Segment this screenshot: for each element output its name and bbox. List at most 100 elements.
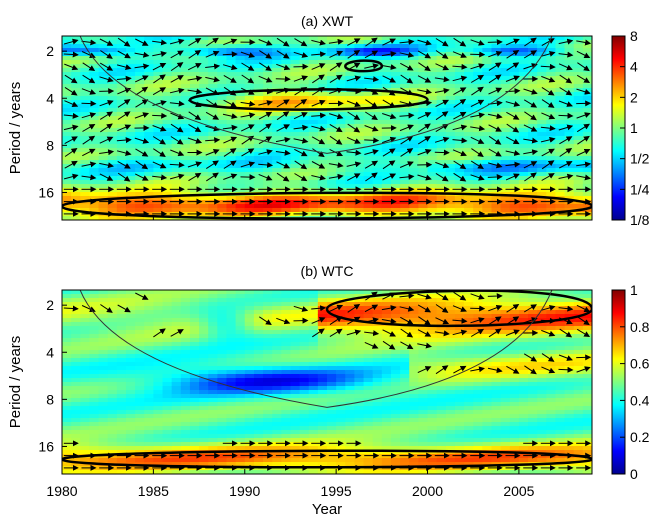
heatmap-cell xyxy=(372,72,383,77)
heatmap-cell xyxy=(345,310,356,315)
heatmap-cell xyxy=(582,60,592,65)
heatmap-cell xyxy=(144,446,154,451)
heatmap-cell xyxy=(354,450,365,455)
heatmap-cell xyxy=(98,406,109,411)
heatmap-cell xyxy=(327,294,337,299)
heatmap-cell xyxy=(217,48,228,53)
heatmap-cell xyxy=(418,386,429,391)
heatmap-cell xyxy=(263,310,273,315)
heatmap-cell xyxy=(125,108,136,113)
heatmap-cell xyxy=(345,184,356,189)
heatmap-cell xyxy=(171,60,182,65)
heatmap-cell xyxy=(290,48,301,53)
heatmap-cell xyxy=(135,362,145,367)
heatmap-cell xyxy=(253,180,264,185)
heatmap-cell xyxy=(345,434,356,439)
heatmap-cell xyxy=(327,76,337,81)
heatmap-cell xyxy=(308,298,319,303)
heatmap-cell xyxy=(308,104,319,109)
heatmap-cell xyxy=(290,290,301,295)
heatmap-cell xyxy=(372,430,383,435)
heatmap-cell xyxy=(290,454,301,459)
heatmap-cell xyxy=(71,36,81,41)
heatmap-cell xyxy=(263,458,273,463)
heatmap-cell xyxy=(400,358,410,363)
heatmap-cell xyxy=(290,184,301,189)
heatmap-cell xyxy=(409,40,419,45)
heatmap-cell xyxy=(390,176,401,181)
heatmap-cell xyxy=(381,68,392,73)
heatmap-cell xyxy=(299,44,310,49)
heatmap-cell xyxy=(400,128,410,133)
heatmap-cell xyxy=(153,76,164,81)
heatmap-cell xyxy=(290,52,301,57)
heatmap-cell xyxy=(464,188,474,193)
heatmap-cell xyxy=(400,96,410,101)
phase-arrow xyxy=(346,75,362,82)
heatmap-cell xyxy=(89,346,100,351)
heatmap-cell xyxy=(345,204,356,209)
heatmap-cell xyxy=(372,374,383,379)
heatmap-cell xyxy=(189,96,200,101)
heatmap-cell xyxy=(80,394,91,399)
heatmap-cell xyxy=(263,382,273,387)
heatmap-cell xyxy=(180,406,191,411)
heatmap-cell xyxy=(89,446,100,451)
heatmap-cell xyxy=(244,378,255,383)
heatmap-cell xyxy=(80,48,91,53)
heatmap-cell xyxy=(418,124,429,129)
heatmap-cell xyxy=(573,56,584,61)
heatmap-cell xyxy=(299,84,310,89)
heatmap-cell xyxy=(208,294,218,299)
heatmap-cell xyxy=(390,314,401,319)
heatmap-cell xyxy=(135,306,145,311)
heatmap-cell xyxy=(162,120,173,125)
heatmap-cell xyxy=(281,334,292,339)
heatmap-cell xyxy=(381,184,392,189)
heatmap-cell xyxy=(372,342,383,347)
heatmap-cell xyxy=(180,326,191,331)
heatmap-cell xyxy=(491,36,502,41)
heatmap-cell xyxy=(98,418,109,423)
heatmap-cell xyxy=(555,144,566,149)
phase-arrow xyxy=(134,63,150,70)
heatmap-cell xyxy=(390,378,401,383)
heatmap-cell xyxy=(454,104,465,109)
heatmap-cell xyxy=(272,310,282,315)
heatmap-cell xyxy=(135,382,145,387)
heatmap-cell xyxy=(217,410,228,415)
heatmap-cell xyxy=(235,56,246,61)
heatmap-cell xyxy=(464,92,474,97)
heatmap-cell xyxy=(418,314,429,319)
heatmap-cell xyxy=(299,346,310,351)
phase-arrow xyxy=(276,37,290,47)
heatmap-cell xyxy=(336,426,346,431)
heatmap-cell xyxy=(272,346,282,351)
heatmap-cell xyxy=(116,442,127,447)
heatmap-cell xyxy=(537,40,547,45)
heatmap-cell xyxy=(427,96,438,101)
heatmap-cell xyxy=(263,208,273,213)
heatmap-cell xyxy=(71,216,81,220)
heatmap-cell xyxy=(153,294,164,299)
heatmap-cell xyxy=(327,454,337,459)
heatmap-cell xyxy=(125,128,136,133)
heatmap-cell xyxy=(125,330,136,335)
heatmap-cell xyxy=(89,354,100,359)
phase-arrow xyxy=(540,50,556,57)
heatmap-cell xyxy=(116,470,127,474)
heatmap-cell xyxy=(89,148,100,153)
heatmap-cell xyxy=(217,390,228,395)
heatmap-cell xyxy=(555,92,566,97)
heatmap-cell xyxy=(80,132,91,137)
heatmap-cell xyxy=(308,470,319,474)
heatmap-cell xyxy=(144,346,154,351)
heatmap-cell xyxy=(308,168,319,173)
heatmap-cell xyxy=(409,64,419,69)
heatmap-cell xyxy=(107,458,118,463)
heatmap-cell xyxy=(345,438,356,443)
heatmap-cell xyxy=(226,48,237,53)
heatmap-cell xyxy=(107,144,118,149)
heatmap-cell xyxy=(317,208,328,213)
